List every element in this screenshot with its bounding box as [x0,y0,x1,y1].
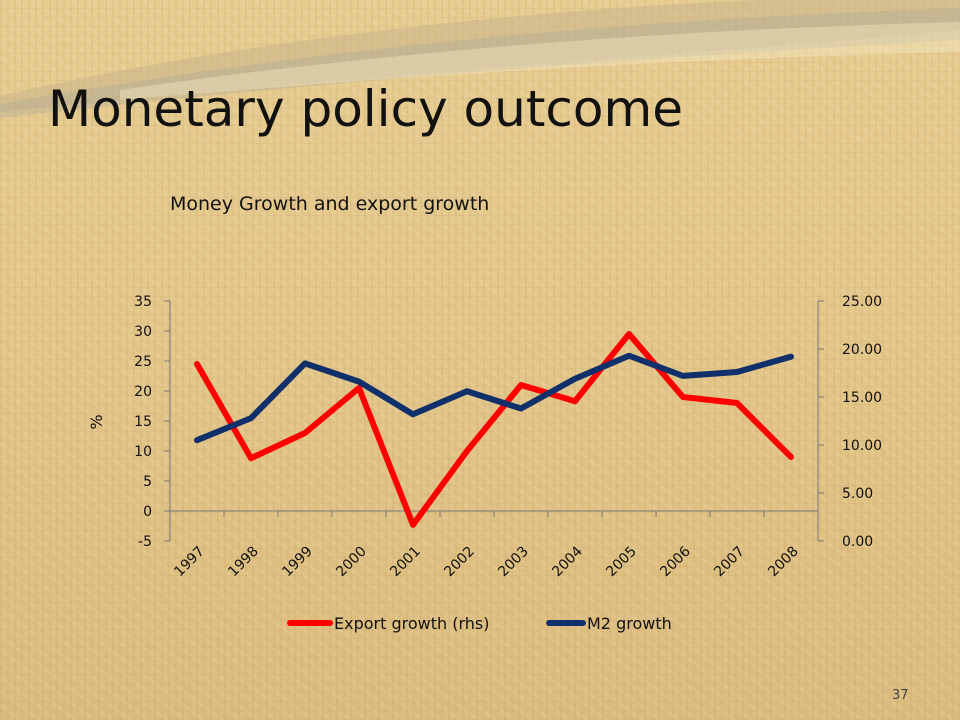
data-point-export-growth [410,522,416,528]
y-left-tick-label: 15 [134,414,152,430]
series-line-export-growth [194,331,794,528]
chart-title: Money Growth and export growth [170,193,489,215]
y-axis-left-ticks: -5 0 5 10 15 20 25 30 35 [134,294,170,550]
y-left-tick-label: -5 [138,534,152,550]
x-tick-label: 2007 [711,544,748,581]
x-tick-label: 1997 [171,544,208,581]
slide-title: Monetary policy outcome [48,80,683,138]
data-point-export-growth [680,394,686,400]
data-point-m2-growth [572,376,578,382]
legend-label-m2-growth: M2 growth [587,614,672,633]
data-point-export-growth [788,454,794,460]
data-point-m2-growth [410,411,416,417]
x-tick-label: 2003 [495,544,532,581]
swoosh-band-mid [0,8,960,118]
x-tick-label: 2004 [549,543,586,580]
y-left-tick-label: 0 [143,504,152,520]
x-tick-label: 2001 [387,544,424,581]
x-tick-label: 2005 [603,544,640,581]
decorative-swoosh-banner [0,0,960,118]
legend: Export growth (rhs) M2 growth [287,614,672,633]
swoosh-band-dark [0,0,960,112]
data-point-export-growth [302,430,308,436]
data-point-export-growth [248,455,254,461]
x-tick-label: 2002 [441,544,478,581]
y-axis-right-ticks: 0.00 5.00 10.00 15.00 20.00 25.00 [818,294,882,550]
y-right-tick-label: 20.00 [842,342,882,358]
x-tick-label: 2008 [765,544,802,581]
series-line-m2-growth [194,352,794,444]
data-point-m2-growth [248,415,254,421]
y-left-tick-label: 5 [143,474,152,490]
y-left-tick-label: 35 [134,294,152,310]
y-right-tick-label: 10.00 [842,438,882,454]
y-right-tick-label: 0.00 [842,534,873,550]
x-axis-ticks: 1997 1998 1999 2000 2001 2002 2003 2004 2005 2006… [169,511,819,581]
y-left-tick-label: 10 [134,444,152,460]
y-left-tick-label: 20 [134,384,152,400]
data-point-m2-growth [464,388,470,394]
data-point-m2-growth [518,406,524,412]
y-left-tick-label: 30 [134,324,152,340]
data-point-m2-growth [302,360,308,366]
data-point-export-growth [626,331,632,337]
y-right-tick-label: 5.00 [842,486,873,502]
x-tick-label: 1998 [225,544,262,581]
page-number: 37 [892,688,909,703]
data-point-export-growth [518,382,524,388]
data-point-m2-growth [356,379,362,385]
data-point-m2-growth [626,353,632,359]
x-tick-label: 2000 [333,544,370,581]
data-point-export-growth [734,400,740,406]
data-point-m2-growth [734,369,740,375]
y-right-tick-label: 25.00 [842,294,882,310]
y-right-tick-label: 15.00 [842,390,882,406]
y-axis-label-left: % [87,414,106,429]
data-point-m2-growth [194,437,200,443]
data-point-export-growth [356,385,362,391]
series-points [194,331,794,528]
x-tick-label: 2006 [657,543,694,580]
data-point-export-growth [194,361,200,367]
data-point-export-growth [572,398,578,404]
data-point-m2-growth [680,373,686,379]
swoosh-band-light [120,22,960,100]
data-point-m2-growth [788,354,794,360]
data-point-export-growth [464,448,470,454]
x-tick-label: 1999 [279,544,316,581]
legend-label-export-growth: Export growth (rhs) [334,614,489,633]
y-left-tick-label: 25 [134,354,152,370]
